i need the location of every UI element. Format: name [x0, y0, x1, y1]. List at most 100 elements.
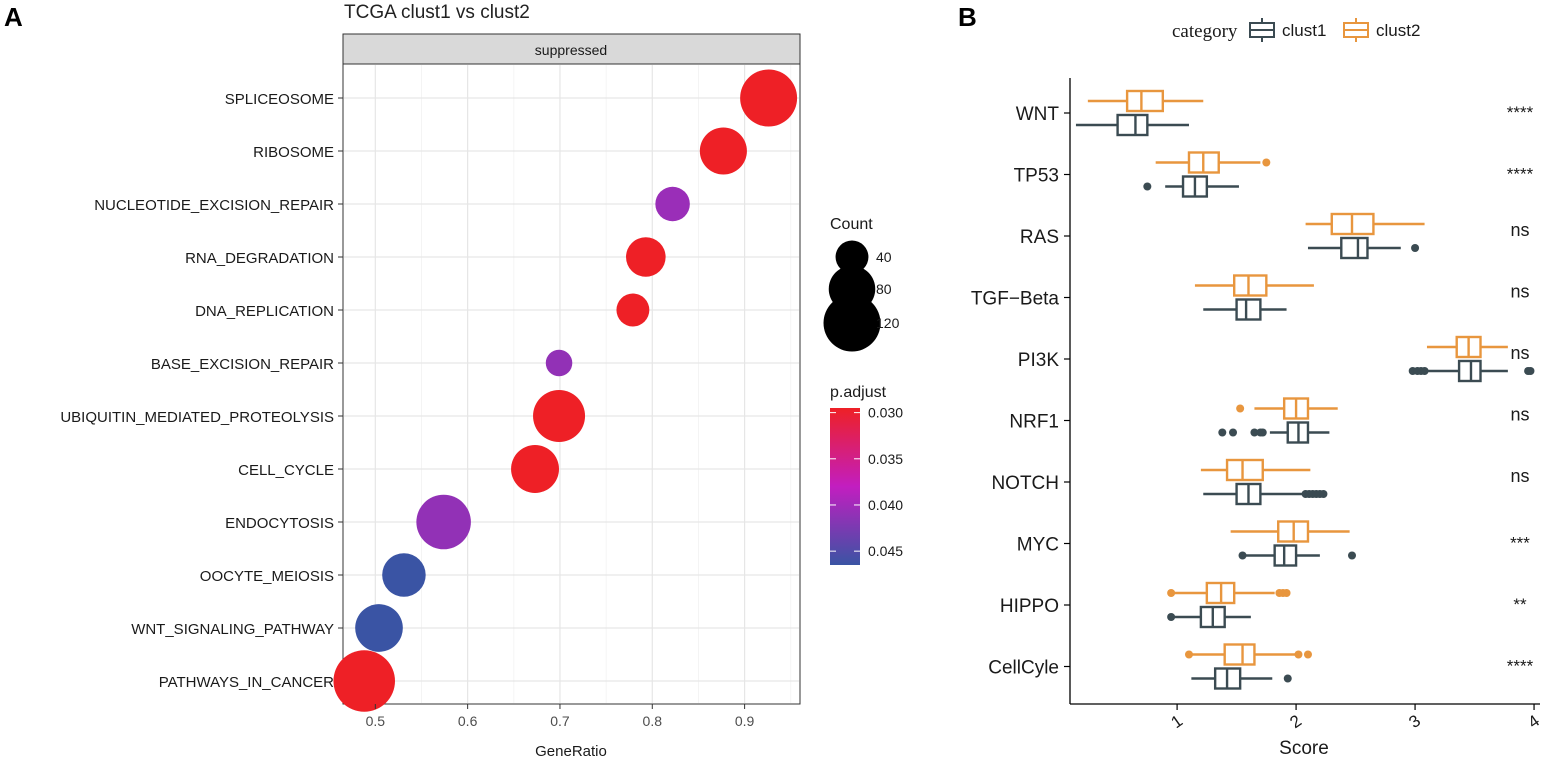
clust1-box-pi3k — [1408, 359, 1535, 383]
pathway-label-base-excision-repair: BASE_EXCISION_REPAIR — [151, 356, 334, 373]
padjust-legend: p.adjust 0.030 0.035 0.040 0.045 — [830, 384, 903, 565]
outlier-point — [1283, 674, 1292, 683]
box-iqr — [1116, 113, 1149, 137]
pathway-label-nucleotide-excision-repair: NUCLEOTIDE_EXCISION_REPAIR — [94, 197, 334, 214]
clust2-box-hippo — [1167, 581, 1291, 605]
pathway-label-endocytosis: ENDOCYTOSIS — [225, 515, 334, 532]
padjust-legend-label: 0.040 — [868, 497, 903, 513]
legend-key-clust1 — [1249, 18, 1275, 42]
clust2-box-cellcyle — [1184, 643, 1312, 666]
dot-spliceosome — [740, 69, 798, 127]
x-tick-label: 0.5 — [366, 713, 386, 729]
pathway-label-ribosome: RIBOSOME — [253, 144, 334, 161]
clust2-box-notch — [1200, 458, 1311, 482]
legend-label-clust1: clust1 — [1282, 21, 1326, 40]
dot-pathways-in-cancer — [333, 650, 395, 712]
clust1-box-notch — [1203, 482, 1328, 506]
panel-b-label: B — [958, 2, 977, 32]
pathway-label-nrf1: NRF1 — [1009, 412, 1059, 433]
significance-label: **** — [1507, 657, 1534, 676]
clust2-box-myc — [1230, 520, 1350, 543]
clust2-box-tp53 — [1155, 151, 1271, 174]
outlier-point — [1258, 428, 1267, 437]
dot-ubiquitin-mediated-proteolysis — [533, 390, 586, 442]
dot-base-excision-repair — [545, 349, 573, 377]
x-tick-label: 0.9 — [735, 713, 755, 729]
clust2-box-tgf-beta — [1194, 274, 1314, 297]
category-legend-title: category — [1172, 21, 1238, 42]
outlier-point — [1282, 589, 1291, 597]
pathway-label-tgf-beta: TGF−Beta — [971, 289, 1060, 310]
x-tick-label: 1 — [1167, 711, 1186, 732]
boxplot-y-labels: WNT TP53 RAS TGF−Beta PI3K NRF1 NOTCH MYC HIPPO C… — [971, 104, 1070, 679]
x-tick-label: 2 — [1286, 711, 1305, 732]
padjust-legend-label: 0.030 — [868, 405, 903, 421]
panel-a-label: A — [4, 2, 23, 32]
pathway-label-ras: RAS — [1020, 227, 1059, 248]
pathway-label-tp53: TP53 — [1014, 166, 1059, 187]
x-tick-label: 0.7 — [550, 713, 570, 729]
box-iqr — [1125, 89, 1165, 113]
pathway-label-spliceosome: SPLICEOSOME — [225, 91, 334, 108]
boxplot-x-axis: 1 2 3 4 — [1167, 704, 1543, 732]
outlier-point — [1229, 428, 1238, 437]
boxplot-x-axis-title: Score — [1279, 738, 1329, 758]
outlier-point — [1167, 589, 1176, 597]
clust1-box-tgf-beta — [1203, 298, 1287, 321]
x-tick-label: 0.8 — [643, 713, 663, 729]
dotplot-gridlines — [344, 65, 799, 703]
dot-nucleotide-excision-repair — [655, 186, 690, 222]
dotplot-title: TCGA clust1 vs clust2 — [344, 2, 530, 23]
clust2-box-wnt — [1087, 89, 1204, 113]
padjust-legend-label: 0.045 — [868, 543, 903, 559]
outlier-point — [1167, 613, 1176, 621]
count-legend-dot-120 — [823, 294, 881, 352]
padjust-legend-label: 0.035 — [868, 451, 903, 467]
count-legend-label: 80 — [876, 281, 892, 297]
dot-endocytosis — [416, 494, 471, 550]
category-legend: category clust1 clust2 — [1172, 18, 1420, 42]
x-tick-label: 3 — [1405, 711, 1424, 732]
outlier-point — [1218, 428, 1227, 437]
x-tick-label: 0.6 — [458, 713, 478, 729]
clust1-box-nrf1 — [1218, 421, 1330, 444]
pathway-label-rna-degradation: RNA_DEGRADATION — [185, 250, 334, 267]
significance-label: ns — [1510, 343, 1529, 363]
box-iqr — [1235, 298, 1262, 321]
legend-label-clust2: clust2 — [1376, 21, 1420, 40]
dotplot-points — [333, 69, 798, 712]
significance-label: ns — [1510, 405, 1529, 425]
dotplot-x-axis-title: GeneRatio — [535, 743, 607, 758]
count-legend-dot-40 — [835, 240, 869, 274]
pathway-label-oocyte-meiosis: OOCYTE_MEIOSIS — [200, 568, 334, 585]
clust1-box-cellcyle — [1191, 667, 1292, 690]
box-iqr — [1233, 274, 1268, 297]
significance-label: *** — [1510, 534, 1530, 553]
clust1-box-wnt — [1075, 113, 1189, 137]
outlier-point — [1238, 551, 1247, 560]
significance-label: **** — [1507, 103, 1534, 122]
count-legend-label: 120 — [876, 315, 900, 331]
outlier-point — [1262, 158, 1271, 167]
outlier-point — [1420, 367, 1429, 375]
significance-label: ns — [1510, 282, 1529, 302]
pathway-label-wnt-signaling-pathway: WNT_SIGNALING_PATHWAY — [131, 621, 334, 638]
clust1-box-ras — [1307, 236, 1420, 260]
outlier-point — [1184, 650, 1193, 659]
outlier-point — [1526, 367, 1535, 375]
pathway-label-dna-replication: DNA_REPLICATION — [195, 303, 334, 320]
outlier-point — [1319, 490, 1328, 498]
clust2-box-ras — [1305, 212, 1425, 236]
clust1-box-tp53 — [1143, 175, 1239, 198]
outlier-point — [1411, 244, 1420, 252]
pathway-label-myc: MYC — [1017, 535, 1059, 556]
facet-strip-label: suppressed — [535, 42, 607, 58]
pathway-label-wnt: WNT — [1016, 104, 1060, 125]
count-legend-title: Count — [830, 216, 873, 233]
clust2-box-pi3k — [1426, 335, 1508, 359]
dot-oocyte-meiosis — [382, 553, 426, 597]
box-iqr — [1225, 458, 1264, 482]
box-iqr — [1223, 643, 1256, 666]
